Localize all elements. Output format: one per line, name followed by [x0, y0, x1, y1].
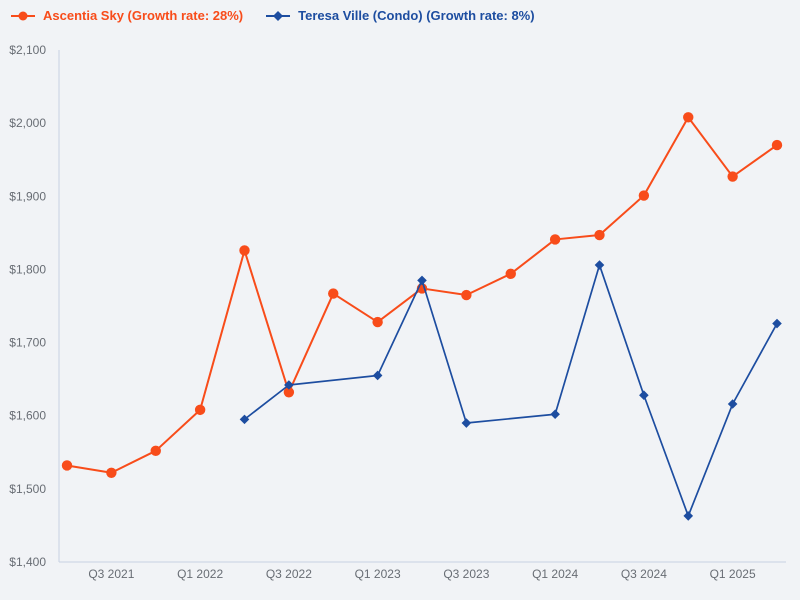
data-point-marker[interactable] [727, 399, 738, 409]
data-point-marker[interactable] [594, 260, 605, 270]
line-diamond-marker-icon [266, 10, 291, 21]
data-point-marker[interactable] [106, 467, 117, 478]
y-axis-tick-label: $1,800 [9, 262, 46, 276]
x-axis-tick-label: Q3 2021 [88, 567, 134, 581]
data-point-marker[interactable] [594, 229, 605, 241]
x-axis-tick-label: Q1 2023 [355, 567, 401, 581]
legend-label-ascentia-sky: Ascentia Sky (Growth rate: 28%) [43, 8, 244, 23]
data-point-marker[interactable] [683, 112, 694, 123]
legend-item-ascentia-sky[interactable]: Ascentia Sky (Growth rate: 28%) [10, 8, 243, 23]
x-axis-tick-label: Q1 2025 [710, 567, 756, 581]
data-point-marker[interactable] [372, 370, 383, 381]
y-axis-tick-label: $1,700 [9, 336, 46, 350]
data-point-marker[interactable] [772, 318, 782, 329]
data-point-marker[interactable] [328, 288, 339, 299]
y-axis-tick-label: $2,100 [9, 43, 46, 57]
y-axis-tick-label: $1,400 [9, 555, 46, 569]
data-point-marker[interactable] [239, 414, 250, 425]
legend-item-teresa-ville[interactable]: Teresa Ville (Condo) (Growth rate: 8%) [265, 8, 535, 23]
data-point-marker[interactable] [461, 418, 472, 428]
data-point-marker[interactable] [239, 245, 250, 256]
y-axis-tick-label: $2,000 [9, 116, 46, 130]
y-axis-tick-label: $1,600 [9, 409, 46, 423]
data-point-marker[interactable] [727, 171, 738, 182]
series-line-0 [66, 116, 778, 474]
series-line-1 [243, 264, 778, 517]
data-point-marker[interactable] [61, 460, 73, 471]
data-point-marker[interactable] [549, 234, 561, 245]
y-axis-tick-label: $1,900 [9, 189, 46, 203]
data-point-marker[interactable] [417, 275, 427, 286]
data-point-marker[interactable] [461, 289, 472, 301]
x-axis-tick-label: Q3 2024 [621, 567, 667, 581]
y-axis-tick-label: $1,500 [9, 482, 46, 496]
data-point-marker[interactable] [771, 139, 783, 151]
x-axis-tick-label: Q1 2024 [532, 567, 578, 581]
chart-legend: Ascentia Sky (Growth rate: 28%) Teresa V… [10, 8, 535, 23]
legend-label-teresa-ville: Teresa Ville (Condo) (Growth rate: 8%) [298, 8, 535, 23]
data-point-marker[interactable] [639, 390, 649, 401]
data-point-marker[interactable] [194, 404, 206, 416]
data-point-marker[interactable] [150, 445, 161, 457]
data-point-marker[interactable] [284, 380, 294, 390]
data-point-marker[interactable] [550, 409, 560, 420]
data-point-marker[interactable] [638, 190, 650, 201]
x-axis-tick-label: Q3 2022 [266, 567, 312, 581]
x-axis-tick-label: Q3 2023 [443, 567, 489, 581]
line-circle-marker-icon [11, 11, 35, 20]
data-point-marker[interactable] [505, 268, 516, 280]
data-point-marker[interactable] [372, 316, 383, 328]
x-axis-tick-label: Q1 2022 [177, 567, 223, 581]
data-point-marker[interactable] [683, 511, 694, 521]
data-point-marker[interactable] [283, 387, 295, 398]
